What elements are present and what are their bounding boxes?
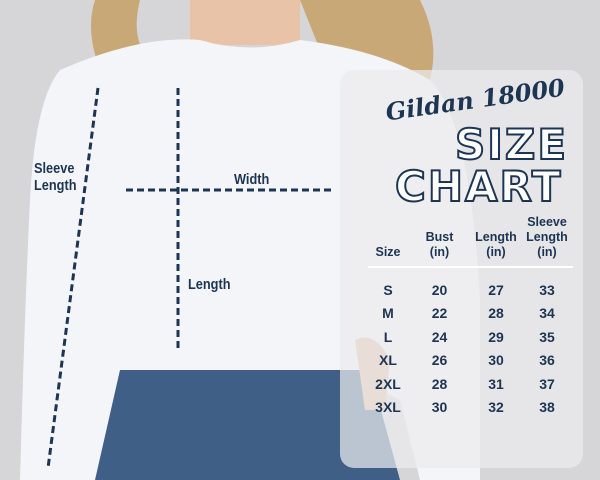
table-row: XL 26 30 36 — [368, 349, 573, 373]
header-sleeve-length: Sleeve Length (in) — [521, 215, 573, 268]
sleeve-length-cell: 35 — [539, 328, 555, 345]
table-row: L 24 29 35 — [368, 325, 573, 349]
header-unit: (in) — [429, 245, 450, 259]
header-text: Size — [375, 245, 401, 259]
size-cell: 2XL — [375, 375, 401, 392]
size-cell: 3XL — [375, 399, 401, 416]
length-cell: 29 — [488, 328, 504, 345]
bust-cell: 26 — [431, 352, 448, 369]
bust-cell: 24 — [431, 328, 448, 345]
size-cell: S — [383, 281, 393, 298]
jeans — [95, 370, 400, 480]
sleeve-length-cell: 37 — [539, 375, 555, 392]
neck — [190, 0, 300, 45]
length-cell: 30 — [488, 352, 504, 369]
size-table: Size Bust (in) Length (in) Sleeve Length (in… — [368, 215, 573, 419]
size-chart-panel — [340, 70, 583, 468]
header-length: Length (in) — [471, 215, 521, 268]
size-cell: M — [382, 305, 394, 322]
sleeve-label-line1: Sleeve — [34, 160, 75, 177]
sleeve-length-cell: 33 — [539, 281, 555, 298]
chart-title: CHART — [394, 161, 563, 212]
sleeve-length-cell: 36 — [539, 352, 555, 369]
table-row: S 20 27 33 — [368, 267, 573, 302]
size-cell: L — [383, 328, 393, 345]
bust-cell: 20 — [431, 281, 448, 298]
header-text: Length — [526, 230, 568, 244]
sleeve-length-cell: 34 — [539, 305, 555, 322]
length-cell: 32 — [488, 399, 504, 416]
bust-cell: 28 — [431, 375, 448, 392]
size-title: SIZE — [454, 119, 569, 170]
width-label: Width — [234, 171, 270, 188]
length-cell: 28 — [488, 305, 504, 322]
sleeve-length-line — [46, 87, 100, 469]
size-cell: XL — [379, 352, 397, 369]
header-text: Sleeve — [527, 215, 567, 229]
table-row: M 22 28 34 — [368, 302, 573, 326]
table-row: 2XL 28 31 37 — [368, 372, 573, 396]
table-row: 3XL 30 32 38 — [368, 396, 573, 420]
sleeve-label-line2: Length — [34, 177, 77, 194]
header-text: Bust — [425, 230, 454, 244]
header-text: Length — [475, 230, 517, 244]
sleeve-length-cell: 38 — [539, 399, 555, 416]
bust-cell: 22 — [431, 305, 448, 322]
hair — [91, 0, 434, 80]
bust-cell: 30 — [431, 399, 448, 416]
header-unit: (in) — [537, 245, 557, 259]
sleeve-length-label: Sleeve Length — [34, 160, 77, 194]
header-unit: (in) — [486, 245, 506, 259]
header-size: Size — [368, 215, 408, 268]
table-header-row: Size Bust (in) Length (in) Sleeve Length (in… — [368, 215, 573, 268]
header-bust: Bust (in) — [408, 215, 471, 268]
length-cell: 27 — [488, 281, 504, 298]
length-cell: 31 — [488, 375, 504, 392]
length-label: Length — [188, 276, 231, 293]
